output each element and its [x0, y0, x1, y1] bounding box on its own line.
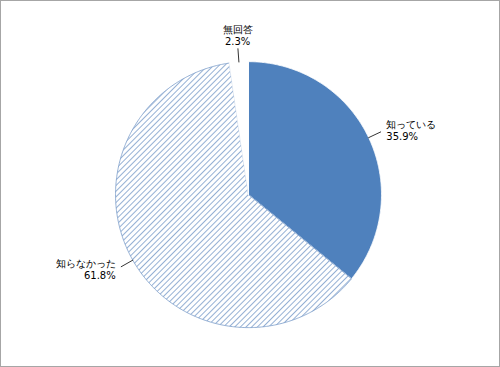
- svg-text:知っている35.9%: 知っている35.9%: [386, 119, 436, 142]
- svg-text:知らなかった61.8%: 知らなかった61.8%: [56, 258, 116, 281]
- svg-text:無回答2.3%: 無回答2.3%: [223, 24, 253, 47]
